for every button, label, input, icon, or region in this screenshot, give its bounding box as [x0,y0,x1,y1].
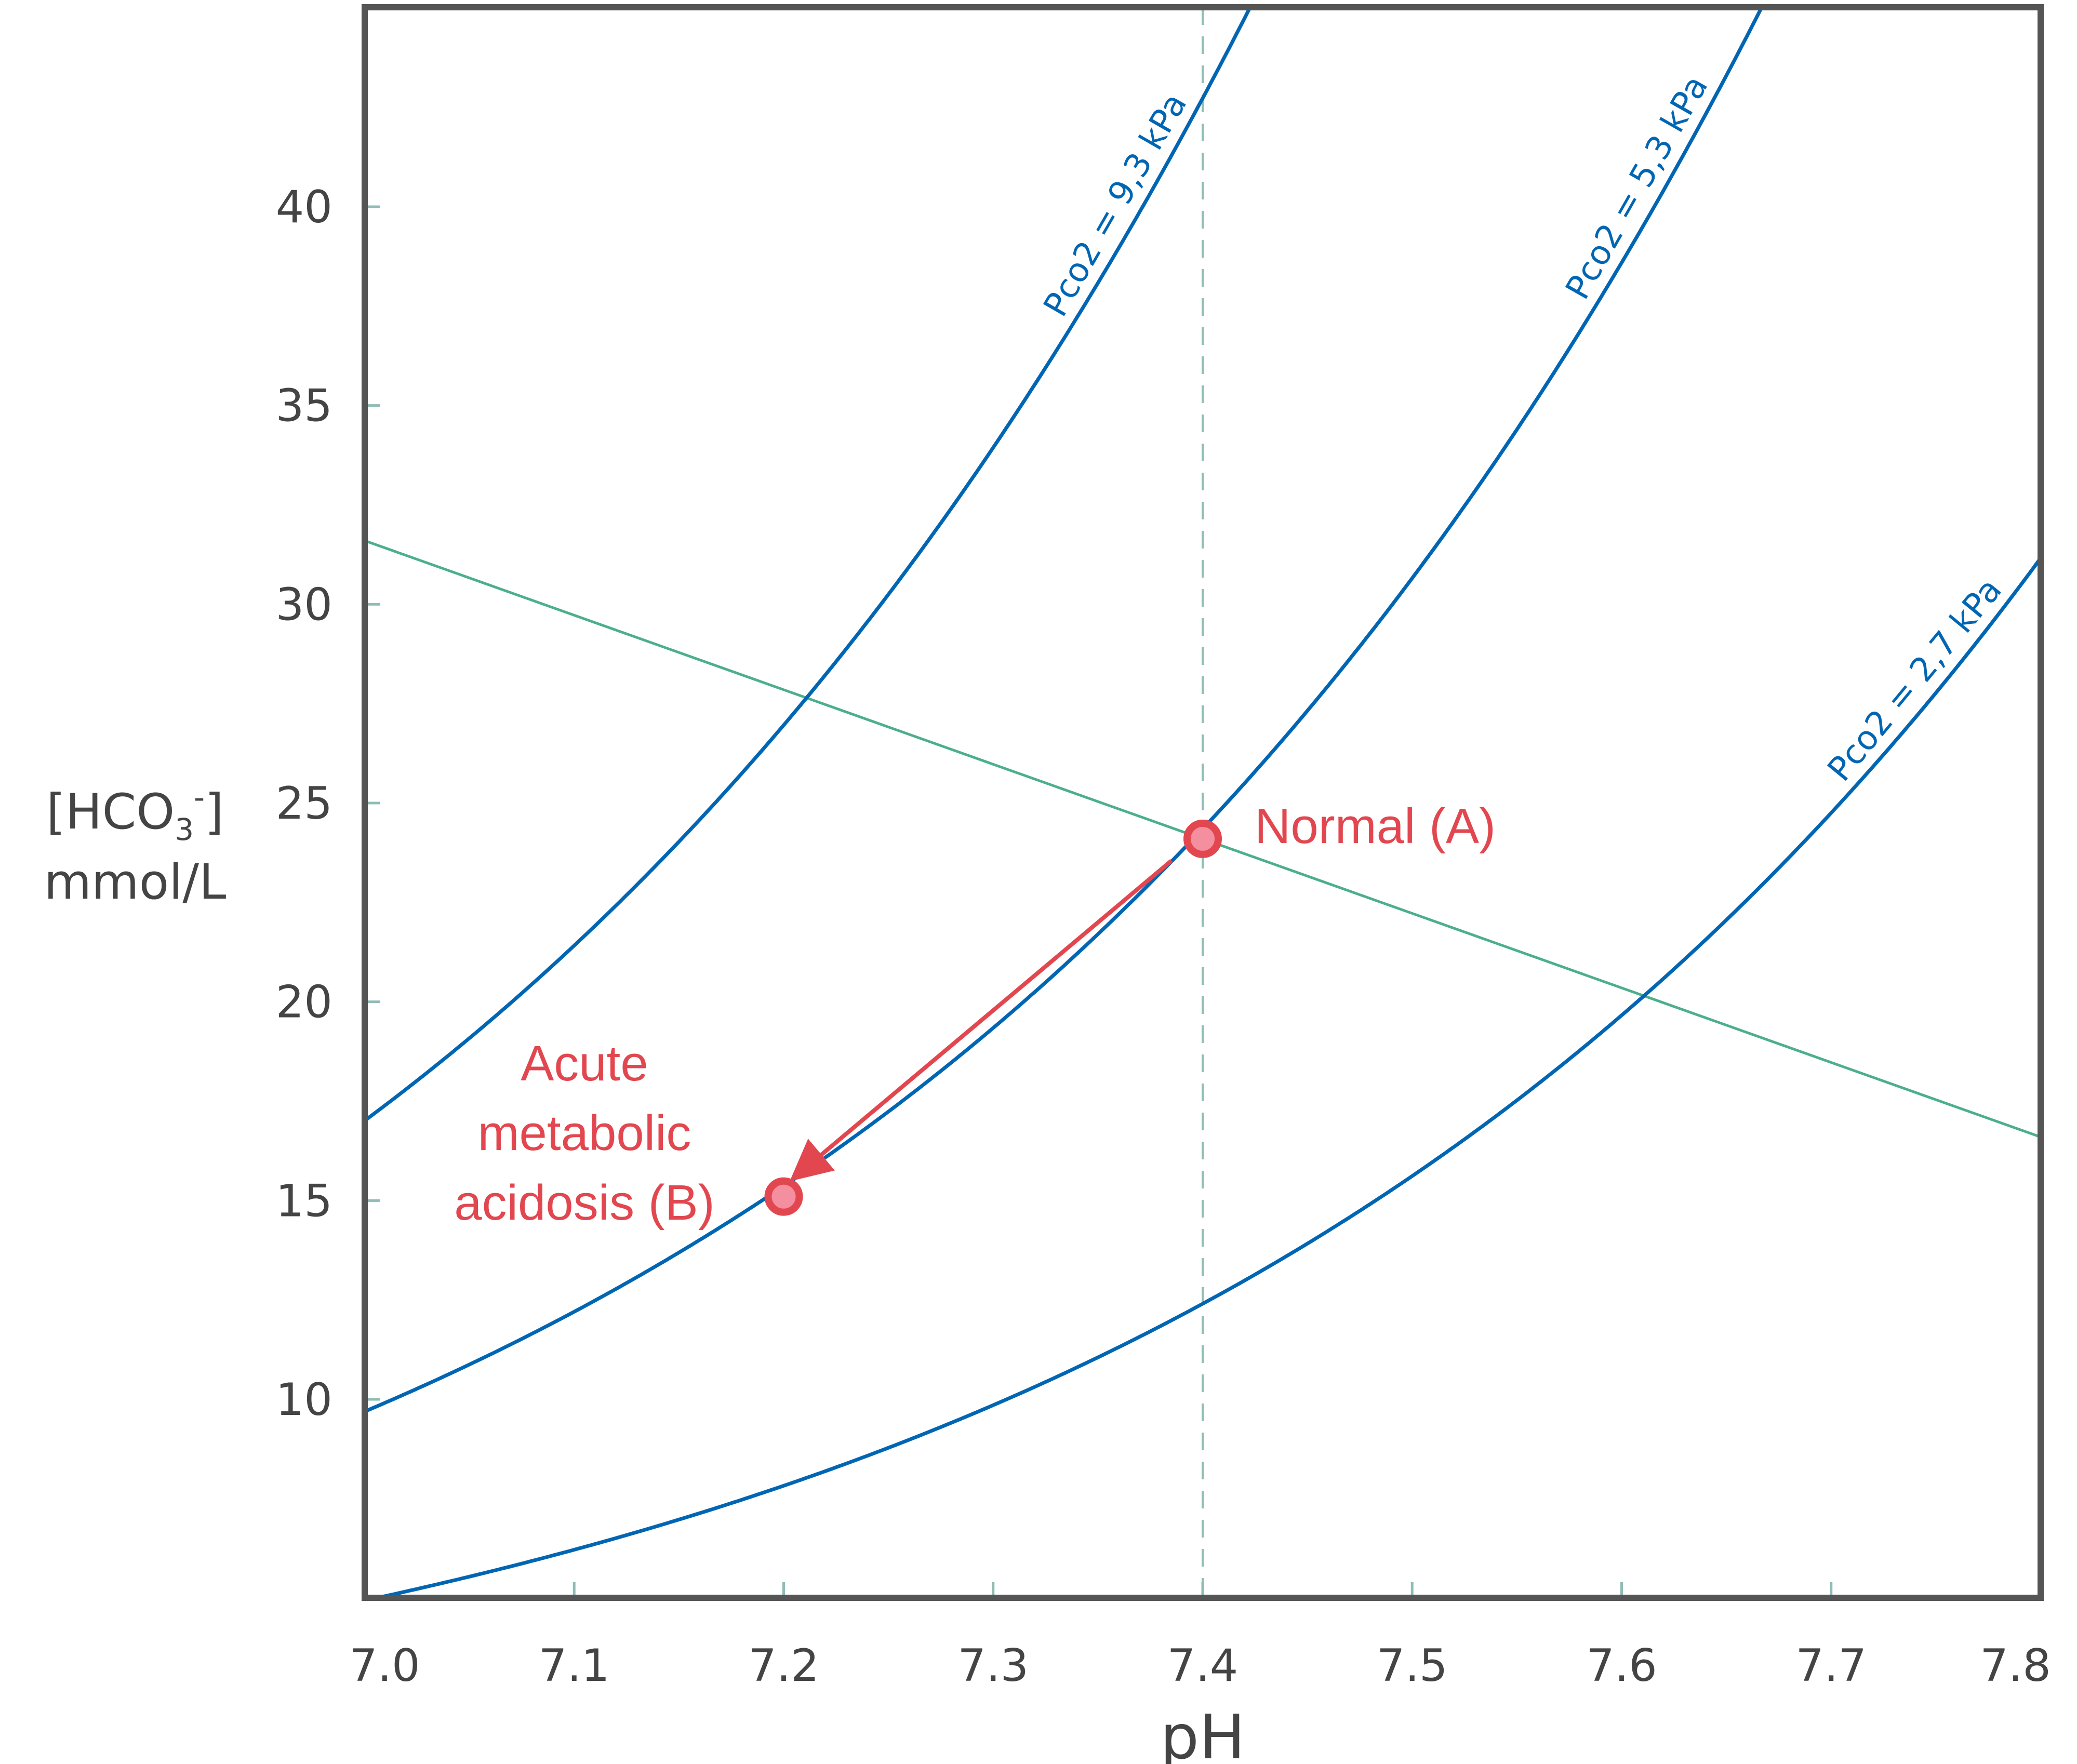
label-acidosis-b-line-3: acidosis (B) [454,1175,714,1231]
point-normal-a [1183,819,1222,858]
x-tick-label-7.8: 7.8 [1980,1640,2051,1692]
isobar-curve-1 [365,7,1253,1122]
y-tick-label-20: 20 [276,977,332,1028]
isobar-label-3: Pco2 = 2,7 kPa [1820,571,2009,789]
y-axis-title-sup: - [194,780,205,815]
y-tick-label-35: 35 [276,380,332,432]
x-axis-title: pH [1160,1701,1245,1764]
y-axis-unit: mmol/L [44,854,227,911]
label-acidosis-b-line-1: Acute [521,1036,648,1091]
label-normal-a: Normal (A) [1255,798,1496,854]
y-tick-label-25: 25 [276,778,332,830]
y-axis-title: [HCO3-] [46,780,224,847]
x-tick-label-7.2: 7.2 [748,1640,819,1692]
x-tick-label-7.5: 7.5 [1377,1640,1448,1692]
plot-area [365,7,2041,1598]
x-tick-label-7.0: 7.0 [349,1640,420,1692]
isobar-label-2: Pco2 = 5,3 kPa [1559,69,1716,306]
x-tick-label-7.4: 7.4 [1167,1640,1239,1692]
point-acidosis-b [764,1177,803,1216]
plot-frame [362,4,2044,1601]
y-tick-label-10: 10 [276,1374,332,1426]
y-axis-title-sub: 3 [175,812,194,847]
y-tick-label-40: 40 [276,181,332,233]
data-points [764,819,1222,1216]
shift-arrow [789,859,1173,1182]
x-tick-label-7.7: 7.7 [1795,1640,1867,1692]
y-axis-title-close: ] [205,784,224,840]
chart-labels: Pco2 = 9,3 kPa Pco2 = 5,3 kPa Pco2 = 2,7 k… [276,69,2051,1692]
isobar-curve-3 [369,557,2041,1598]
x-tick-label-7.3: 7.3 [957,1640,1029,1692]
y-tick-label-30: 30 [276,579,332,631]
isobar-label-1: Pco2 = 9,3 kPa [1036,87,1195,323]
x-tick-label-7.1: 7.1 [539,1640,610,1692]
y-tick-label-15: 15 [276,1175,332,1227]
axis-ticks [365,205,1833,1598]
y-axis-title-main: [HCO [46,784,175,840]
x-tick-label-7.6: 7.6 [1586,1640,1657,1692]
label-acidosis-b-line-2: metabolic [478,1105,691,1161]
